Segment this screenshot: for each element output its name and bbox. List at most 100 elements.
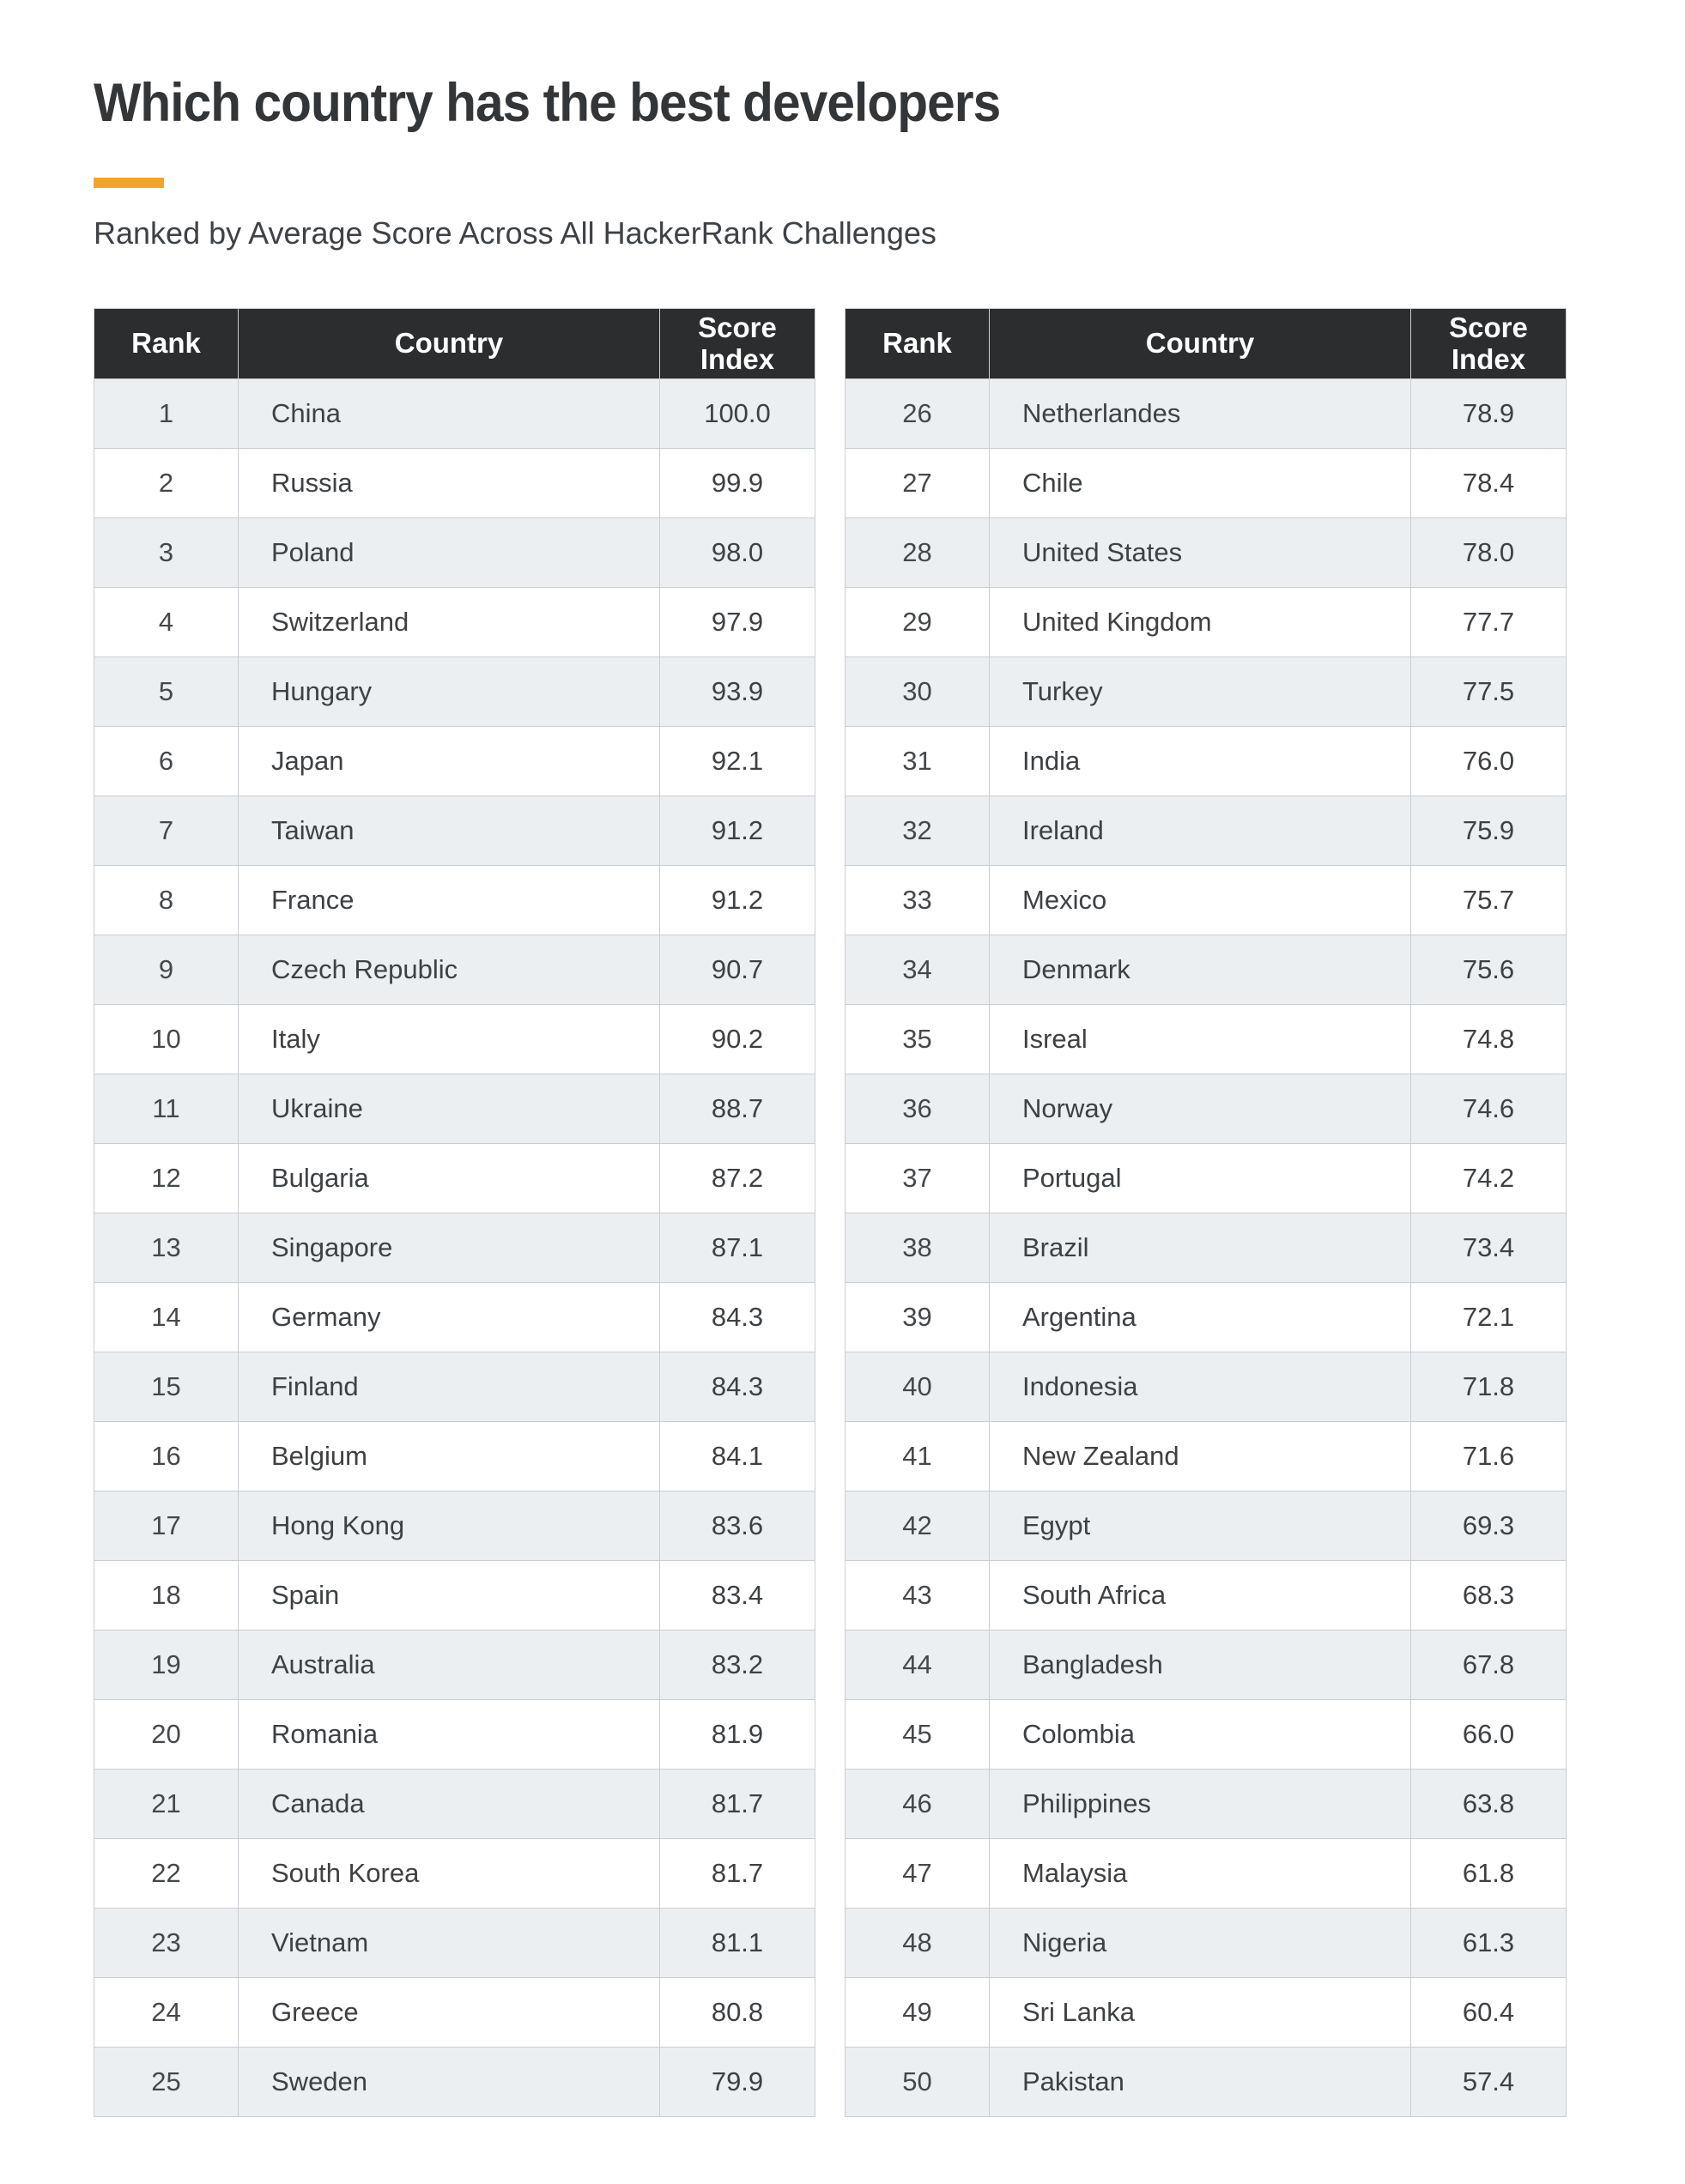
rank-cell: 33	[845, 865, 990, 935]
country-cell: Denmark	[989, 935, 1411, 1005]
table-row: 45 Colombia 66.0	[845, 1699, 1567, 1770]
table-row: 13 Singapore 87.1	[94, 1213, 815, 1283]
score-cell: 84.3	[659, 1282, 815, 1352]
country-cell: Norway	[989, 1074, 1411, 1144]
rank-cell: 42	[845, 1491, 990, 1561]
country-cell: United Kingdom	[989, 587, 1411, 657]
table-row: 14 Germany 84.3	[94, 1282, 815, 1352]
country-cell: Colombia	[989, 1699, 1411, 1770]
score-cell: 78.4	[1410, 448, 1567, 518]
rank-cell: 38	[845, 1213, 990, 1283]
table-row: 44 Bangladesh 67.8	[845, 1630, 1567, 1700]
table-row: 21 Canada 81.7	[94, 1769, 815, 1839]
rank-cell: 12	[94, 1143, 239, 1213]
rank-cell: 13	[94, 1213, 239, 1283]
rank-cell: 16	[94, 1421, 239, 1491]
table-row: 41 New Zealand 71.6	[845, 1421, 1567, 1491]
table-row: 33 Mexico 75.7	[845, 865, 1567, 935]
score-cell: 99.9	[659, 448, 815, 518]
rank-cell: 50	[845, 2047, 990, 2117]
table-row: 25 Sweden 79.9	[94, 2047, 815, 2117]
rank-cell: 9	[94, 935, 239, 1005]
score-cell: 74.6	[1410, 1074, 1567, 1144]
score-cell: 97.9	[659, 587, 815, 657]
country-cell: Chile	[989, 448, 1411, 518]
table-row: 48 Nigeria 61.3	[845, 1908, 1567, 1978]
score-cell: 75.6	[1410, 935, 1567, 1005]
accent-bar	[94, 178, 164, 188]
score-cell: 74.8	[1410, 1004, 1567, 1074]
table-row: 20 Romania 81.9	[94, 1699, 815, 1770]
country-cell: Sweden	[238, 2047, 660, 2117]
country-cell: Pakistan	[989, 2047, 1411, 2117]
country-column-header: Country	[989, 308, 1411, 379]
country-cell: Indonesia	[989, 1352, 1411, 1422]
table-row: 3 Poland 98.0	[94, 517, 815, 588]
score-cell: 76.0	[1410, 726, 1567, 796]
score-cell: 90.7	[659, 935, 815, 1005]
country-cell: Egypt	[989, 1491, 1411, 1561]
table-row: 49 Sri Lanka 60.4	[845, 1977, 1567, 2048]
score-cell: 63.8	[1410, 1769, 1567, 1839]
country-cell: Bulgaria	[238, 1143, 660, 1213]
rank-cell: 23	[94, 1908, 239, 1978]
table-row: 30 Turkey 77.5	[845, 656, 1567, 727]
table-row: 8 France 91.2	[94, 865, 815, 935]
table-row: 7 Taiwan 91.2	[94, 796, 815, 866]
ranking-table-left: Rank Country Score Index 1 China 100.0 2 Rus…	[94, 308, 815, 2117]
rank-cell: 14	[94, 1282, 239, 1352]
score-cell: 81.9	[659, 1699, 815, 1770]
page-title: Which country has the best developers	[94, 73, 1001, 133]
rank-cell: 21	[94, 1769, 239, 1839]
score-cell: 69.3	[1410, 1491, 1567, 1561]
score-column-header: Score Index	[1410, 308, 1567, 379]
country-cell: Australia	[238, 1630, 660, 1700]
rank-cell: 25	[94, 2047, 239, 2117]
table-row: 22 South Korea 81.7	[94, 1838, 815, 1909]
country-cell: Finland	[238, 1352, 660, 1422]
score-cell: 66.0	[1410, 1699, 1567, 1770]
table-row: 4 Switzerland 97.9	[94, 587, 815, 657]
rank-cell: 37	[845, 1143, 990, 1213]
page-subtitle: Ranked by Average Score Across All Hacke…	[94, 215, 936, 251]
score-cell: 92.1	[659, 726, 815, 796]
rank-cell: 4	[94, 587, 239, 657]
country-cell: Hungary	[238, 656, 660, 727]
table-row: 1 China 100.0	[94, 378, 815, 449]
score-cell: 67.8	[1410, 1630, 1567, 1700]
score-cell: 80.8	[659, 1977, 815, 2048]
country-cell: South Africa	[989, 1560, 1411, 1630]
country-cell: Brazil	[989, 1213, 1411, 1283]
score-cell: 77.7	[1410, 587, 1567, 657]
table-row: 37 Portugal 74.2	[845, 1143, 1567, 1213]
ranking-tables: Rank Country Score Index 1 China 100.0 2 Rus…	[94, 308, 1567, 2117]
rank-column-header: Rank	[845, 308, 990, 379]
rank-cell: 27	[845, 448, 990, 518]
country-cell: Spain	[238, 1560, 660, 1630]
country-cell: Italy	[238, 1004, 660, 1074]
rank-cell: 22	[94, 1838, 239, 1909]
country-cell: Ireland	[989, 796, 1411, 866]
score-cell: 93.9	[659, 656, 815, 727]
table-row: 32 Ireland 75.9	[845, 796, 1567, 866]
rank-cell: 35	[845, 1004, 990, 1074]
table-row: 31 India 76.0	[845, 726, 1567, 796]
table-row: 9 Czech Republic 90.7	[94, 935, 815, 1005]
table-header-row: Rank Country Score Index	[94, 308, 815, 379]
score-cell: 78.9	[1410, 378, 1567, 449]
table-row: 26 Netherlandes 78.9	[845, 378, 1567, 449]
rank-cell: 2	[94, 448, 239, 518]
score-cell: 98.0	[659, 517, 815, 588]
country-cell: India	[989, 726, 1411, 796]
table-row: 24 Greece 80.8	[94, 1977, 815, 2048]
table-row: 6 Japan 92.1	[94, 726, 815, 796]
score-cell: 78.0	[1410, 517, 1567, 588]
rank-cell: 47	[845, 1838, 990, 1909]
score-cell: 61.3	[1410, 1908, 1567, 1978]
country-cell: Romania	[238, 1699, 660, 1770]
rank-cell: 15	[94, 1352, 239, 1422]
country-cell: South Korea	[238, 1838, 660, 1909]
table-row: 46 Philippines 63.8	[845, 1769, 1567, 1839]
table-row: 11 Ukraine 88.7	[94, 1074, 815, 1144]
rank-cell: 29	[845, 587, 990, 657]
